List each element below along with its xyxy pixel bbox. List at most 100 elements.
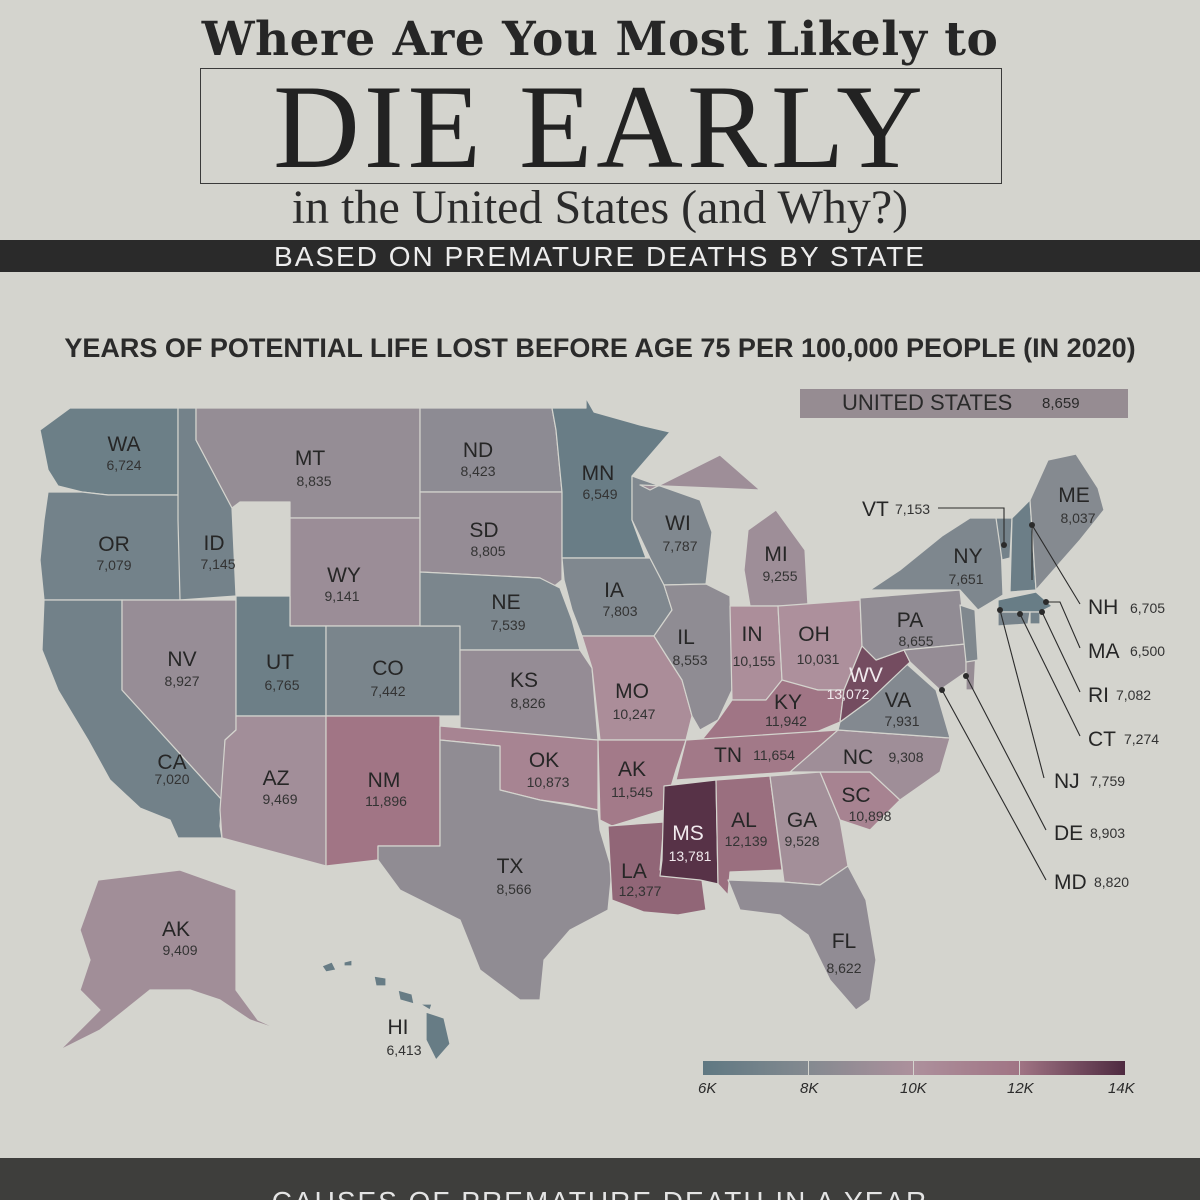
- label-value-nd: 8,423: [460, 463, 495, 479]
- label-value-ga: 9,528: [784, 833, 819, 849]
- dot-md: [939, 687, 945, 693]
- us-total-box: [800, 389, 1128, 418]
- label-value-fl: 8,622: [826, 960, 861, 976]
- color-scale-legend: [703, 1061, 1125, 1075]
- label-value-hi: 6,413: [386, 1042, 421, 1058]
- label-value-ut: 6,765: [264, 677, 299, 693]
- state-md[interactable]: [903, 643, 967, 691]
- label-value-wv: 13,072: [827, 686, 870, 702]
- label-value-wi: 7,787: [662, 538, 697, 554]
- label-value-or: 7,079: [96, 557, 131, 573]
- callout-labels: VT 7,153 NH 6,705 MA 6,500 RI 7,082 CT 7…: [862, 498, 1165, 894]
- label-value-ks: 8,826: [510, 695, 545, 711]
- label-code-nd: ND: [463, 439, 493, 462]
- label-code-co: CO: [372, 657, 404, 680]
- state-hi[interactable]: [321, 959, 451, 1061]
- leader-nj: [999, 609, 1045, 779]
- bottom-section-heading: CAUSES OF PREMATURE DEATH IN A YEAR: [0, 1186, 1200, 1200]
- label-code-wv: WV: [849, 664, 883, 687]
- state-nj[interactable]: [959, 604, 979, 663]
- label-value-oh: 10,031: [797, 651, 840, 667]
- label-value-la: 12,377: [619, 883, 662, 899]
- label-value-az: 9,469: [262, 791, 297, 807]
- label-value-mi: 9,255: [762, 568, 797, 584]
- label-code-pa: PA: [897, 609, 923, 632]
- callout-value-nh: 6,705: [1130, 600, 1165, 616]
- callout-code-ri: RI: [1088, 684, 1109, 707]
- label-value-me: 8,037: [1060, 510, 1095, 526]
- callout-value-ma: 6,500: [1130, 643, 1165, 659]
- legend-label-14k: 14K: [1108, 1080, 1135, 1097]
- leader-ma: [1046, 601, 1081, 649]
- title-line-1: Where Are You Most Likely to: [201, 12, 999, 67]
- label-value-ms: 13,781: [669, 848, 712, 864]
- state-il[interactable]: [653, 583, 733, 731]
- label-value-ak: 9,409: [162, 942, 197, 958]
- label-code-wa: WA: [107, 433, 140, 456]
- state-ak[interactable]: [59, 869, 281, 1051]
- label-code-wi: WI: [665, 512, 691, 535]
- label-code-ut: UT: [266, 651, 294, 674]
- label-value-ca: 7,020: [154, 771, 189, 787]
- title-line-3: in the United States (and Why?): [291, 181, 909, 234]
- callout-value-ct: 7,274: [1124, 731, 1159, 747]
- legend-label-8k: 8K: [800, 1080, 819, 1097]
- label-value-ny: 7,651: [948, 571, 983, 587]
- callout-code-md: MD: [1054, 871, 1087, 894]
- label-code-tx: TX: [497, 855, 524, 878]
- dot-nh: [1029, 522, 1035, 528]
- label-value-va: 7,931: [884, 713, 919, 729]
- label-value-wa: 6,724: [106, 457, 141, 473]
- dot-ma: [1043, 599, 1049, 605]
- label-code-ca: CA: [157, 751, 186, 774]
- callout-code-ma: MA: [1088, 640, 1120, 663]
- label-value-al: 12,139: [725, 833, 768, 849]
- state-ri[interactable]: [1029, 611, 1041, 625]
- label-code-in: IN: [742, 623, 763, 646]
- subtitle-band: BASED ON PREMATURE DEATHS BY STATE: [0, 240, 1200, 272]
- leader-vt: [938, 507, 1005, 545]
- dot-vt: [1001, 542, 1007, 548]
- label-code-fl: FL: [832, 930, 857, 953]
- label-code-mi: MI: [764, 543, 787, 566]
- label-value-wy: 9,141: [324, 588, 359, 604]
- label-value-in: 10,155: [733, 653, 776, 669]
- state-tx[interactable]: [377, 739, 613, 1001]
- label-code-hi: HI: [388, 1016, 409, 1039]
- legend-label-12k: 12K: [1007, 1080, 1034, 1097]
- title-frame: [200, 68, 1002, 184]
- state-fl[interactable]: [727, 865, 877, 1011]
- label-code-mn: MN: [582, 462, 615, 485]
- label-code-ks: KS: [510, 669, 538, 692]
- label-value-sd: 8,805: [470, 543, 505, 559]
- dot-nj: [997, 607, 1003, 613]
- state-me[interactable]: [1029, 453, 1105, 591]
- label-code-va: VA: [885, 689, 911, 712]
- label-code-tn: TN: [714, 744, 742, 767]
- callout-value-ri: 7,082: [1116, 687, 1151, 703]
- label-value-co: 7,442: [370, 683, 405, 699]
- label-code-me: ME: [1058, 484, 1090, 507]
- label-code-ne: NE: [491, 591, 520, 614]
- label-value-tn: 11,654: [753, 747, 795, 763]
- label-code-ok: OK: [529, 749, 559, 772]
- leader-md: [941, 689, 1047, 881]
- callout-code-vt: VT: [862, 498, 889, 521]
- label-code-il: IL: [677, 626, 695, 649]
- callout-code-de: DE: [1054, 822, 1083, 845]
- label-value-ne: 7,539: [490, 617, 525, 633]
- label-code-ia: IA: [604, 579, 624, 602]
- label-value-ia: 7,803: [602, 603, 637, 619]
- label-value-tx: 8,566: [496, 881, 531, 897]
- state-labels: WA 6,724 OR 7,079 CA 7,020 ID 7,145 NV 8…: [96, 433, 1095, 1058]
- label-code-wy: WY: [327, 564, 361, 587]
- label-code-ak: AK: [162, 918, 190, 941]
- bottom-section-band: CAUSES OF PREMATURE DEATH IN A YEAR: [0, 1158, 1200, 1200]
- label-code-ky: KY: [774, 691, 802, 714]
- state-ks[interactable]: [459, 649, 599, 741]
- label-value-mn: 6,549: [582, 486, 617, 502]
- us-total-value: 8,659: [1042, 395, 1080, 412]
- label-value-mt: 8,835: [296, 473, 331, 489]
- label-value-id: 7,145: [200, 556, 235, 572]
